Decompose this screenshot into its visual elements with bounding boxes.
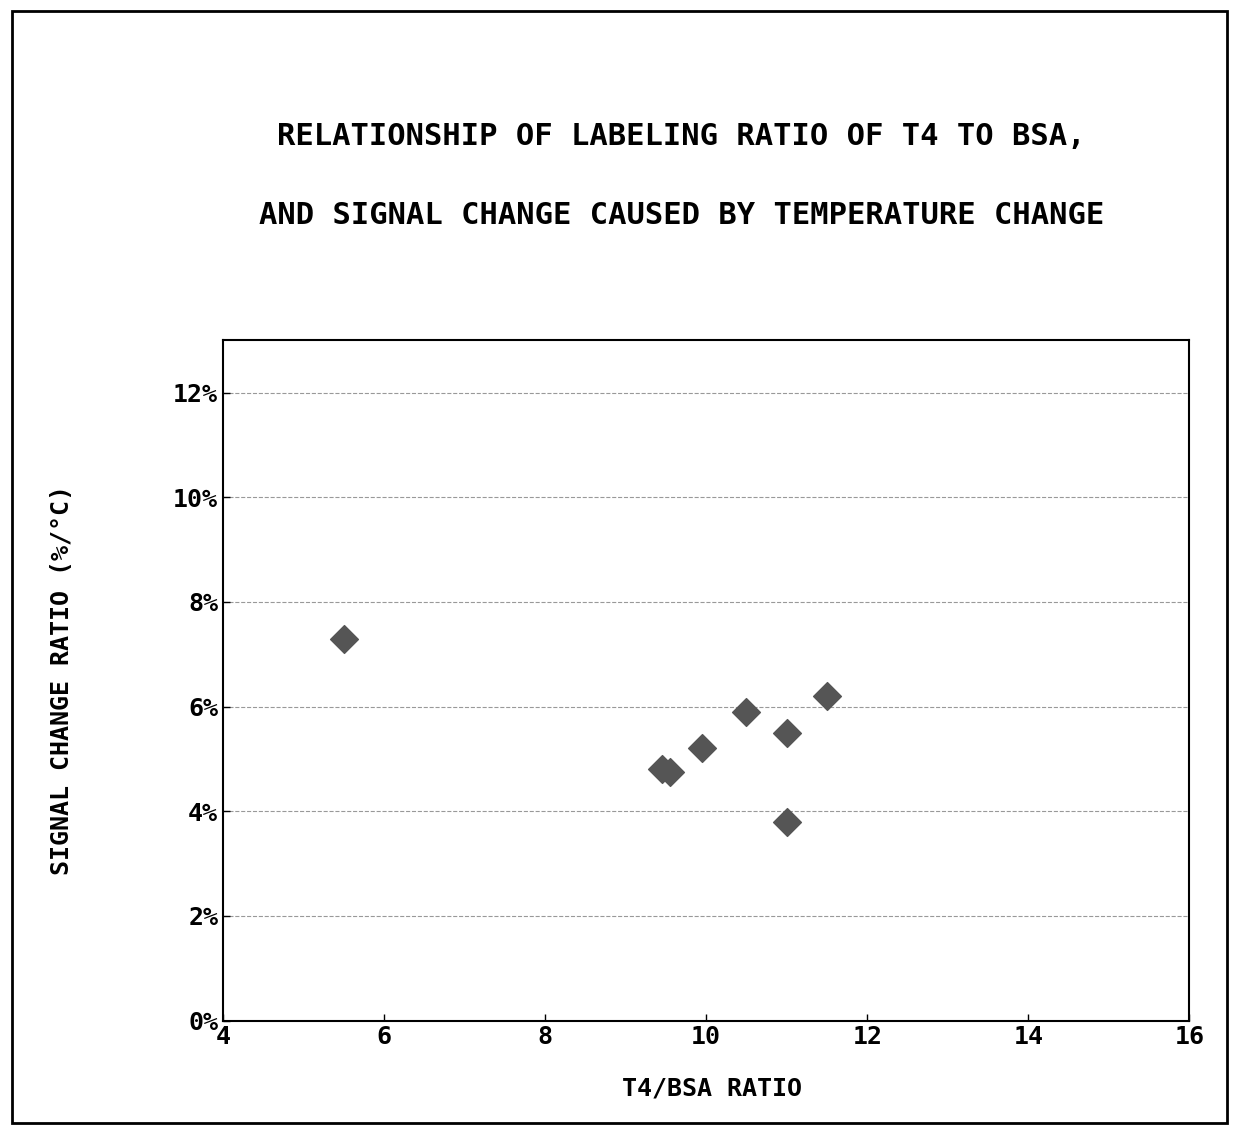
Point [652,760,672,778]
Point [777,723,797,742]
Text: SIGNAL CHANGE RATIO (%/°C): SIGNAL CHANGE RATIO (%/°C) [50,485,74,875]
Text: T4/BSA RATIO: T4/BSA RATIO [622,1076,803,1101]
Point [333,629,354,648]
Text: AND SIGNAL CHANGE CAUSED BY TEMPERATURE CHANGE: AND SIGNAL CHANGE CAUSED BY TEMPERATURE … [259,201,1104,230]
Point [736,703,756,721]
Point [777,813,797,831]
Point [693,739,712,758]
Text: RELATIONSHIP OF LABELING RATIO OF T4 TO BSA,: RELATIONSHIP OF LABELING RATIO OF T4 TO … [278,121,1085,151]
Point [660,763,680,781]
Point [817,687,836,705]
